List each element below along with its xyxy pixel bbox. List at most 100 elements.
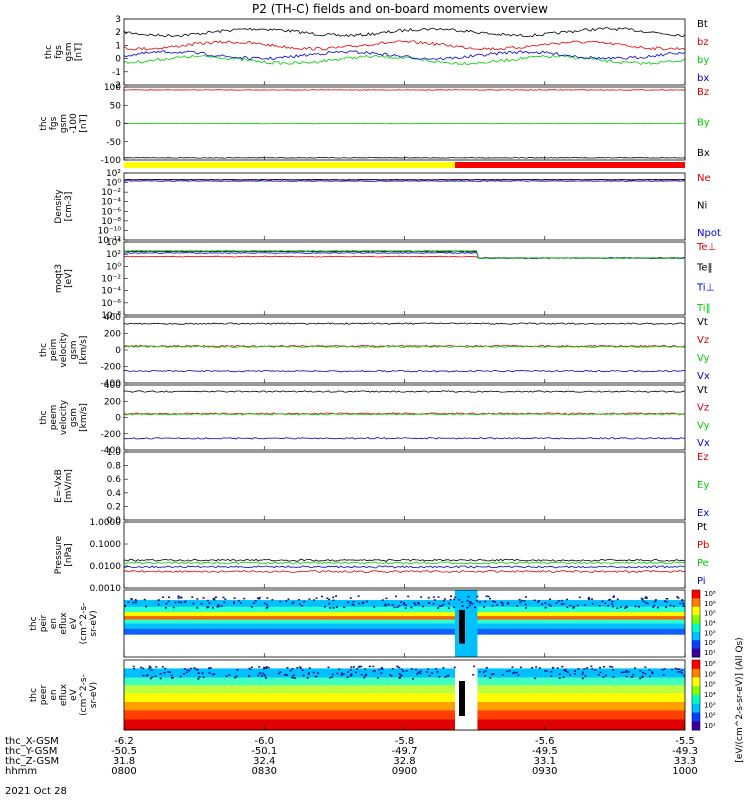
spectrogram-speckle <box>150 669 153 672</box>
legend-entry: Pi <box>697 576 706 587</box>
spectrogram-speckle <box>681 669 684 672</box>
spectrogram-speckle <box>440 605 443 607</box>
spectrogram-speckle <box>591 668 594 670</box>
legend-entry: Bz <box>697 87 709 98</box>
spectrogram-speckle <box>223 601 226 604</box>
spectrogram-speckle <box>332 596 335 599</box>
colorbar-tick-label: 10¹ <box>704 722 716 730</box>
spectrogram-speckle <box>387 603 390 606</box>
spectrogram-speckle <box>413 602 416 604</box>
spectrogram-speckle <box>364 675 367 677</box>
spectrogram-speckle <box>563 669 566 672</box>
spectrogram-speckle <box>302 674 305 677</box>
spectrogram-speckle <box>248 674 251 677</box>
spectrogram-speckle <box>347 601 350 604</box>
spectrogram-speckle <box>599 666 602 669</box>
spectrogram-speckle <box>437 596 440 598</box>
spectrogram-speckle <box>676 596 679 598</box>
y-axis-label: Pressure <box>54 535 64 574</box>
spectrogram-speckle <box>192 602 195 605</box>
spectrogram-speckle <box>604 674 607 677</box>
spectrogram-speckle <box>394 595 397 598</box>
legend-entry: by <box>697 55 709 66</box>
spectrogram-speckle <box>207 667 210 670</box>
spectrogram-speckle <box>581 671 584 674</box>
spectrogram-speckle <box>631 676 634 678</box>
spectrogram-speckle <box>236 669 239 671</box>
colorbar-segment <box>692 615 700 624</box>
colorbar-tick-label: 10⁴ <box>704 691 716 699</box>
spectrogram-speckle <box>475 600 478 602</box>
legend-entry: bz <box>697 37 709 48</box>
y-tick-label: 10⁻⁶ <box>101 207 121 217</box>
spectrogram-speckle <box>216 605 219 608</box>
spectrogram-speckle <box>663 668 666 670</box>
spectrogram-speckle <box>243 597 246 600</box>
spectrogram-speckle <box>286 666 289 669</box>
y-tick-label: 10⁻¹⁰ <box>98 226 122 236</box>
spectrogram-speckle <box>443 598 446 600</box>
spectrogram-speckle <box>516 605 519 607</box>
spectrogram-speckle <box>414 603 417 606</box>
spectrogram-speckle <box>183 673 186 675</box>
spectrogram-speckle <box>124 605 127 608</box>
spectrogram-speckle <box>590 665 593 668</box>
spectrogram-speckle <box>300 604 303 607</box>
y-tick-label: 200 <box>104 397 121 407</box>
y-tick-label: 50 <box>110 101 122 111</box>
spectrogram-speckle <box>454 596 457 599</box>
spectrogram-speckle <box>662 674 665 676</box>
spectrogram-speckle <box>597 674 600 676</box>
spectrogram-speckle <box>162 596 165 598</box>
spectrogram-speckle <box>308 672 311 674</box>
legend-entry: Pe <box>697 558 709 569</box>
spectrogram-speckle <box>648 669 651 671</box>
spectrogram-speckle <box>393 606 396 609</box>
spectrogram-speckle <box>538 667 541 669</box>
spectrogram-speckle <box>212 598 215 600</box>
spectrogram-speckle <box>611 600 614 603</box>
y-tick-label: 10⁻² <box>101 275 121 285</box>
y-axis-label: fgs <box>49 116 59 130</box>
spectrogram-speckle <box>132 601 135 604</box>
spectrogram-speckle <box>142 674 145 677</box>
colorbar-segment <box>692 598 700 608</box>
spectrogram-speckle <box>560 603 563 605</box>
spectrogram-speckle <box>208 602 211 604</box>
y-axis-label: [cm-3] <box>64 192 74 222</box>
spectrogram-speckle <box>320 595 323 598</box>
spectrogram-speckle <box>506 602 509 604</box>
y-axis-label: eflux <box>59 612 69 635</box>
legend-entry: Vt <box>697 385 708 396</box>
spectrogram-band <box>124 693 685 703</box>
spectrogram-speckle <box>177 595 180 598</box>
colorbar-segment <box>692 660 700 670</box>
spectrogram-speckle <box>193 667 196 669</box>
y-tick-label: 10² <box>106 250 121 260</box>
spectrogram-speckle <box>186 669 189 671</box>
x-axis-row-label: thc_X-GSM <box>5 736 59 747</box>
spectrogram-speckle <box>250 606 253 608</box>
spectrogram-speckle <box>373 606 376 608</box>
spectrogram-speckle <box>432 596 435 598</box>
spectrogram-speckle <box>214 596 217 599</box>
spectrogram-speckle <box>265 666 268 668</box>
spectrogram-speckle <box>639 677 642 680</box>
spectrogram-speckle <box>625 675 628 678</box>
spectrogram-speckle <box>328 602 331 605</box>
colorbar-tick-label: 10² <box>704 639 716 647</box>
panel-frame <box>123 172 686 241</box>
y-axis-label: Density <box>54 189 64 224</box>
spectrogram-speckle <box>577 668 580 670</box>
y-tick-label: 10⁰ <box>106 262 121 272</box>
spectrogram-speckle <box>483 675 486 677</box>
y-axis-label: thc <box>39 116 49 130</box>
spectrogram-speckle <box>402 670 405 673</box>
spectrogram-speckle <box>301 669 304 671</box>
y-axis-label: peer <box>39 684 49 705</box>
y-tick-label: 3 <box>115 15 121 25</box>
spectrogram-speckle <box>663 600 666 602</box>
spectrogram-speckle <box>494 601 497 603</box>
spectrogram-speckle <box>642 671 645 674</box>
